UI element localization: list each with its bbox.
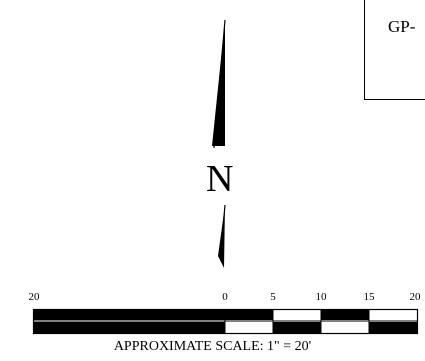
scale-bar-segment — [321, 309, 369, 320]
scale-tick-label: 15 — [363, 291, 375, 303]
scale-bar-segment — [369, 322, 417, 334]
scale-tick-label: 5 — [270, 291, 276, 303]
scale-bar-segment — [33, 322, 225, 334]
scale-tick-label: 20 — [409, 291, 421, 303]
scale-bar-segment — [225, 309, 273, 320]
north-arrow-upper-fill — [212, 20, 225, 146]
label-box — [364, 0, 425, 100]
north-letter: N — [206, 158, 234, 200]
scale-bar-segment — [33, 309, 225, 320]
label-box-text: GP- — [388, 17, 416, 36]
scale-bar-segment — [273, 322, 321, 334]
scale-caption: APPROXIMATE SCALE: 1" = 20' — [113, 339, 312, 354]
scale-tick-label: 0 — [222, 291, 228, 303]
scale-tick-label: 20 — [28, 291, 40, 303]
north-arrow-lower-fill — [218, 205, 225, 268]
scale-tick-label: 10 — [315, 291, 327, 303]
